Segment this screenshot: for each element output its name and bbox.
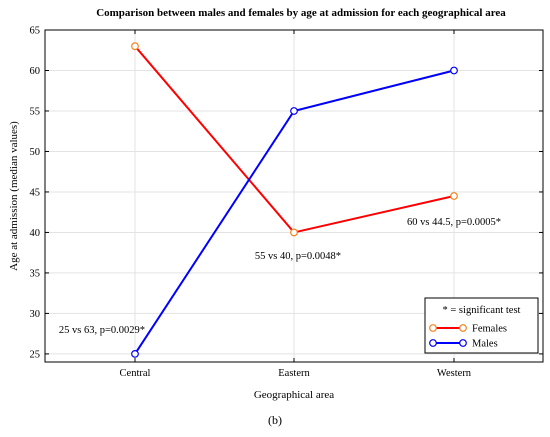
y-tick-label: 45 bbox=[30, 187, 41, 198]
males-point bbox=[131, 350, 139, 358]
males-point bbox=[450, 66, 458, 75]
legend-males-marker-left bbox=[429, 339, 437, 347]
y-tick-label: 40 bbox=[30, 228, 41, 239]
y-tick-label: 25 bbox=[30, 349, 41, 360]
males-point bbox=[290, 107, 298, 115]
y-tick-label: 30 bbox=[30, 309, 41, 320]
annotations: 25 vs 63, p=0.0029* 55 vs 40, p=0.0048* 60… bbox=[59, 217, 501, 336]
x-axis-label: Geographical area bbox=[254, 389, 334, 401]
females-point bbox=[131, 42, 139, 51]
y-tick-label: 60 bbox=[30, 66, 41, 77]
females-point bbox=[450, 192, 458, 200]
legend-females-marker-left bbox=[429, 324, 437, 332]
females-point bbox=[290, 228, 298, 237]
legend-title: * = significant test bbox=[443, 305, 521, 316]
legend-females-marker-right bbox=[459, 324, 467, 332]
x-tick-label: Central bbox=[120, 368, 151, 379]
y-tick-label: 55 bbox=[30, 106, 41, 117]
chart-title: Comparison between males and females by … bbox=[96, 7, 506, 19]
axes: 25 30 35 40 45 50 55 60 65 Central Eastern Western bbox=[30, 26, 543, 379]
legend: * = significant test Females Males bbox=[424, 297, 539, 354]
y-tick-label: 65 bbox=[30, 26, 41, 37]
series bbox=[131, 42, 458, 358]
annotation-label: 25 vs 63, p=0.0029* bbox=[59, 325, 145, 336]
figure-caption: (b) bbox=[268, 413, 282, 427]
y-axis-label: Age at admission (median values) bbox=[8, 121, 20, 271]
x-tick-label: Western bbox=[437, 368, 472, 379]
annotation-label: 55 vs 40, p=0.0048* bbox=[255, 251, 341, 262]
legend-males-label: Males bbox=[472, 339, 498, 350]
annotation-label: 60 vs 44.5, p=0.0005* bbox=[407, 217, 501, 228]
legend-males-marker-right bbox=[459, 339, 467, 347]
y-tick-label: 50 bbox=[30, 147, 41, 158]
y-tick-label: 35 bbox=[30, 268, 41, 279]
legend-females-label: Females bbox=[472, 324, 507, 335]
x-tick-label: Eastern bbox=[278, 368, 310, 379]
